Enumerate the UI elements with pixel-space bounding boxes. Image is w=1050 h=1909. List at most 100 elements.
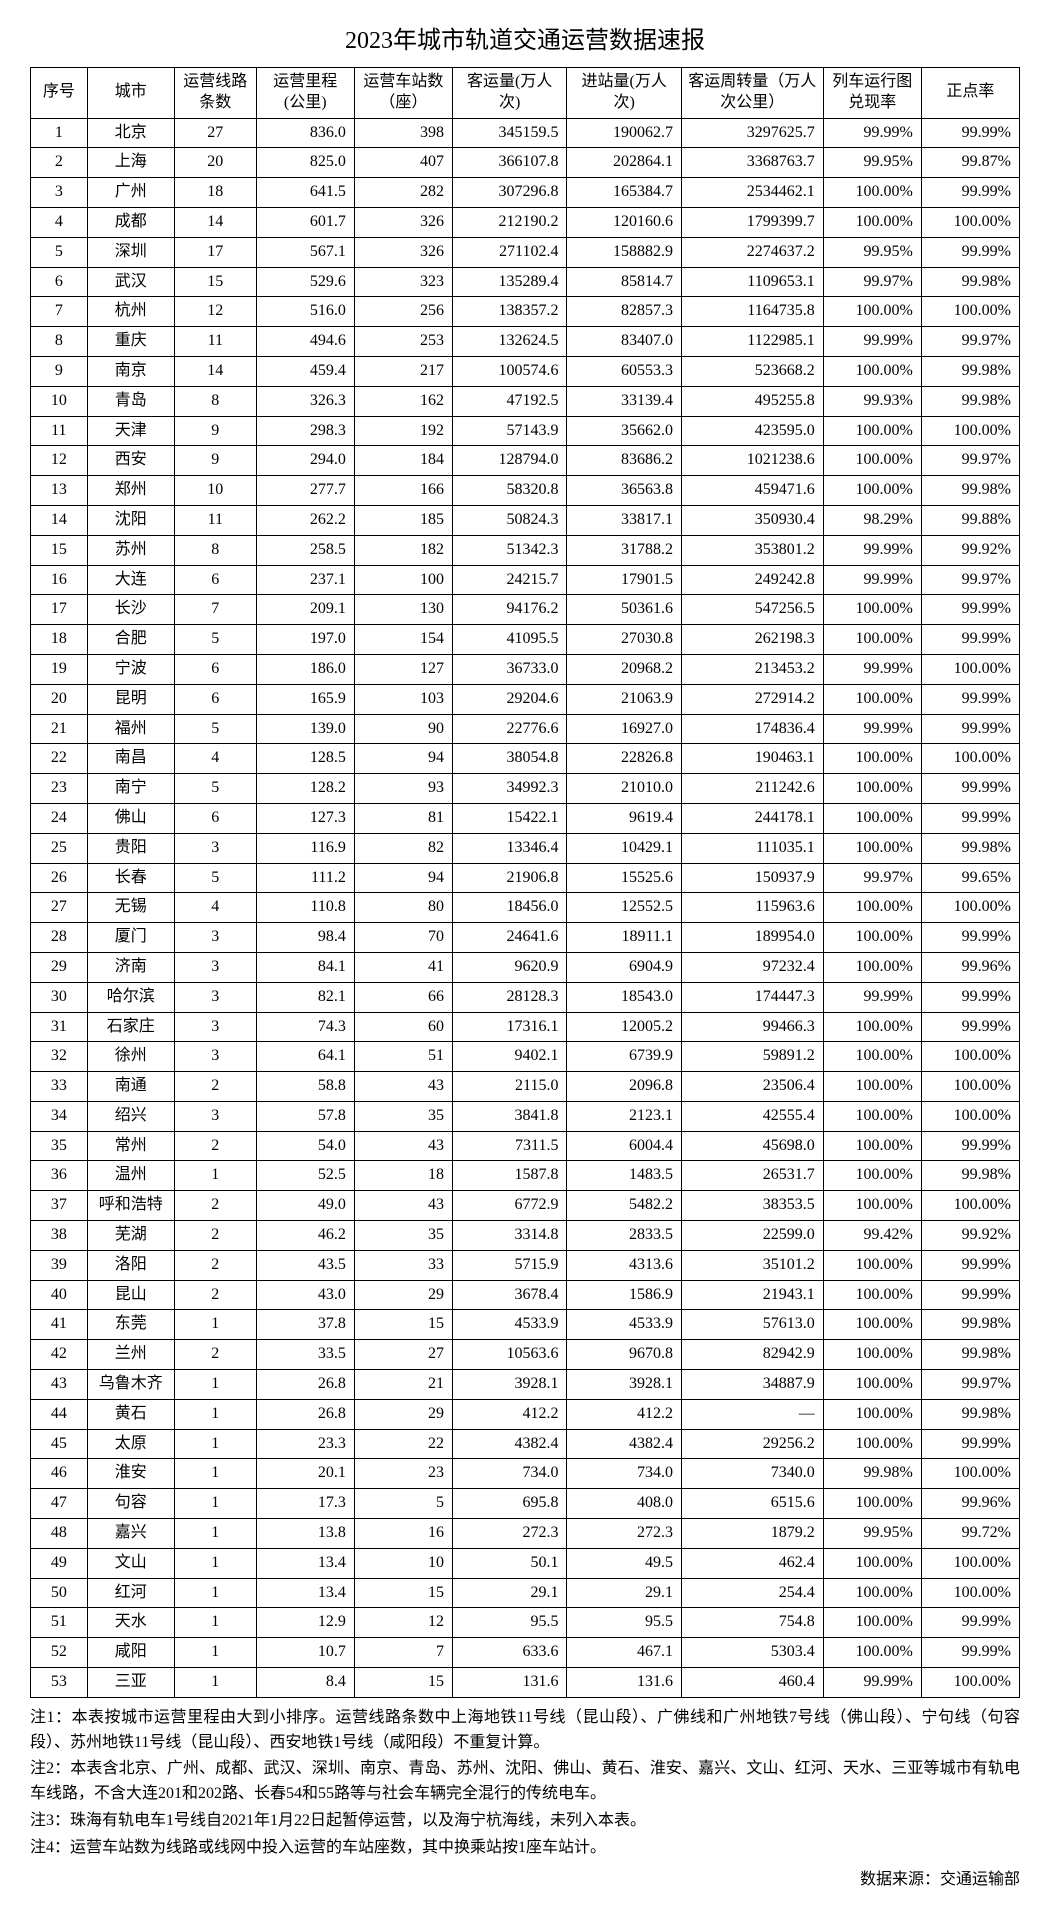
cell-city: 句容	[87, 1489, 174, 1519]
cell-city: 温州	[87, 1161, 174, 1191]
cell-lines: 9	[174, 416, 256, 446]
cell-lines: 1	[174, 1161, 256, 1191]
cell-ontime: 100.00%	[921, 207, 1019, 237]
cell-entries: 82857.3	[567, 297, 682, 327]
cell-stations: 154	[354, 625, 452, 655]
cell-diagram: 100.00%	[823, 1101, 921, 1131]
cell-pax: 100574.6	[452, 356, 567, 386]
cell-pax: 3678.4	[452, 1280, 567, 1310]
cell-ontime: 99.97%	[921, 446, 1019, 476]
table-row: 13郑州10277.716658320.836563.8459471.6100.…	[31, 476, 1020, 506]
cell-mileage: 43.5	[256, 1250, 354, 1280]
cell-lines: 8	[174, 386, 256, 416]
cell-pax: 128794.0	[452, 446, 567, 476]
cell-stations: 15	[354, 1668, 452, 1698]
cell-ontime: 99.99%	[921, 1638, 1019, 1668]
cell-lines: 8	[174, 535, 256, 565]
cell-diagram: 100.00%	[823, 1131, 921, 1161]
table-row: 16大连6237.110024215.717901.5249242.899.99…	[31, 565, 1020, 595]
table-row: 19宁波6186.012736733.020968.2213453.299.99…	[31, 654, 1020, 684]
cell-city: 东莞	[87, 1310, 174, 1340]
cell-entries: 6004.4	[567, 1131, 682, 1161]
cell-city: 西安	[87, 446, 174, 476]
cell-city: 南昌	[87, 744, 174, 774]
cell-pax: 13346.4	[452, 833, 567, 863]
cell-diagram: 99.99%	[823, 535, 921, 565]
cell-entries: 412.2	[567, 1399, 682, 1429]
cell-entries: 33139.4	[567, 386, 682, 416]
cell-pax: 138357.2	[452, 297, 567, 327]
cell-stations: 12	[354, 1608, 452, 1638]
cell-idx: 29	[31, 952, 88, 982]
cell-diagram: 100.00%	[823, 207, 921, 237]
cell-city: 贵阳	[87, 833, 174, 863]
cell-pax: 3314.8	[452, 1221, 567, 1251]
cell-lines: 2	[174, 1250, 256, 1280]
cell-pax: 135289.4	[452, 267, 567, 297]
cell-pax: 271102.4	[452, 237, 567, 267]
cell-lines: 2	[174, 1280, 256, 1310]
cell-pax: 24641.6	[452, 923, 567, 953]
cell-ontime: 100.00%	[921, 1042, 1019, 1072]
cell-mileage: 23.3	[256, 1429, 354, 1459]
cell-entries: 2833.5	[567, 1221, 682, 1251]
cell-stations: 253	[354, 327, 452, 357]
cell-entries: 27030.8	[567, 625, 682, 655]
cell-pax: 132624.5	[452, 327, 567, 357]
cell-mileage: 54.0	[256, 1131, 354, 1161]
cell-stations: 256	[354, 297, 452, 327]
cell-turnover: 2274637.2	[681, 237, 823, 267]
cell-pax: 212190.2	[452, 207, 567, 237]
cell-idx: 31	[31, 1012, 88, 1042]
cell-stations: 185	[354, 505, 452, 535]
cell-idx: 30	[31, 982, 88, 1012]
page-title: 2023年城市轨道交通运营数据速报	[30, 20, 1020, 55]
cell-diagram: 100.00%	[823, 1340, 921, 1370]
cell-ontime: 99.99%	[921, 1250, 1019, 1280]
cell-diagram: 100.00%	[823, 1161, 921, 1191]
cell-mileage: 529.6	[256, 267, 354, 297]
table-row: 46淮安120.123734.0734.07340.099.98%100.00%	[31, 1459, 1020, 1489]
cell-turnover: 272914.2	[681, 684, 823, 714]
cell-turnover: 111035.1	[681, 833, 823, 863]
cell-idx: 16	[31, 565, 88, 595]
cell-ontime: 100.00%	[921, 1101, 1019, 1131]
cell-diagram: 100.00%	[823, 1638, 921, 1668]
cell-lines: 5	[174, 625, 256, 655]
cell-pax: 7311.5	[452, 1131, 567, 1161]
cell-mileage: 209.1	[256, 595, 354, 625]
cell-turnover: 29256.2	[681, 1429, 823, 1459]
cell-turnover: 22599.0	[681, 1221, 823, 1251]
cell-ontime: 100.00%	[921, 893, 1019, 923]
cell-ontime: 99.99%	[921, 774, 1019, 804]
cell-diagram: 100.00%	[823, 803, 921, 833]
cell-mileage: 459.4	[256, 356, 354, 386]
cell-pax: 345159.5	[452, 118, 567, 148]
cell-idx: 51	[31, 1608, 88, 1638]
cell-diagram: 100.00%	[823, 1578, 921, 1608]
cell-diagram: 100.00%	[823, 356, 921, 386]
cell-lines: 2	[174, 1131, 256, 1161]
cell-turnover: 460.4	[681, 1668, 823, 1698]
cell-turnover: 190463.1	[681, 744, 823, 774]
cell-mileage: 37.8	[256, 1310, 354, 1340]
footnotes: 注1：本表按城市运营里程由大到小排序。运营线路条数中上海地铁11号线（昆山段）、…	[30, 1706, 1020, 1861]
cell-mileage: 43.0	[256, 1280, 354, 1310]
table-row: 38芜湖246.2353314.82833.522599.099.42%99.9…	[31, 1221, 1020, 1251]
cell-mileage: 57.8	[256, 1101, 354, 1131]
table-row: 47句容117.35695.8408.06515.6100.00%99.96%	[31, 1489, 1020, 1519]
table-row: 4成都14601.7326212190.2120160.61799399.710…	[31, 207, 1020, 237]
cell-lines: 20	[174, 148, 256, 178]
cell-idx: 43	[31, 1370, 88, 1400]
cell-lines: 1	[174, 1608, 256, 1638]
cell-city: 乌鲁木齐	[87, 1370, 174, 1400]
cell-ontime: 99.88%	[921, 505, 1019, 535]
cell-stations: 162	[354, 386, 452, 416]
cell-lines: 6	[174, 565, 256, 595]
cell-pax: 38054.8	[452, 744, 567, 774]
table-row: 51天水112.91295.595.5754.8100.00%99.99%	[31, 1608, 1020, 1638]
cell-diagram: 100.00%	[823, 1280, 921, 1310]
cell-diagram: 100.00%	[823, 744, 921, 774]
cell-mileage: 26.8	[256, 1399, 354, 1429]
cell-city: 上海	[87, 148, 174, 178]
